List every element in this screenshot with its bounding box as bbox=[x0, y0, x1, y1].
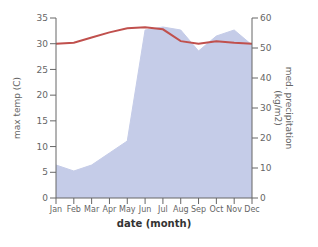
svg-text:0: 0 bbox=[42, 193, 48, 203]
svg-text:25: 25 bbox=[37, 65, 48, 75]
svg-text:Jan: Jan bbox=[49, 205, 62, 214]
svg-text:20: 20 bbox=[37, 90, 49, 100]
svg-text:Oct: Oct bbox=[209, 205, 223, 214]
svg-text:30: 30 bbox=[37, 39, 49, 49]
svg-text:40: 40 bbox=[260, 73, 272, 83]
svg-text:Jun: Jun bbox=[138, 205, 152, 214]
svg-text:max temp (C): max temp (C) bbox=[12, 77, 22, 139]
svg-text:date (month): date (month) bbox=[117, 218, 191, 229]
svg-text:Dec: Dec bbox=[244, 205, 259, 214]
svg-text:Sep: Sep bbox=[191, 205, 206, 214]
svg-text:Apr: Apr bbox=[103, 205, 118, 214]
svg-text:Feb: Feb bbox=[67, 205, 81, 214]
svg-text:15: 15 bbox=[37, 116, 48, 126]
svg-text:10: 10 bbox=[260, 163, 272, 173]
svg-text:0: 0 bbox=[260, 193, 266, 203]
svg-text:35: 35 bbox=[37, 13, 48, 23]
svg-text:May: May bbox=[119, 205, 136, 214]
svg-text:5: 5 bbox=[42, 167, 48, 177]
svg-text:50: 50 bbox=[260, 43, 272, 53]
svg-text:60: 60 bbox=[260, 13, 272, 23]
svg-text:10: 10 bbox=[37, 142, 49, 152]
svg-text:Mar: Mar bbox=[84, 205, 100, 214]
svg-text:Jul: Jul bbox=[157, 205, 168, 214]
svg-text:20: 20 bbox=[260, 133, 272, 143]
svg-text:Aug: Aug bbox=[173, 205, 189, 214]
svg-text:30: 30 bbox=[260, 103, 272, 113]
svg-text:Nov: Nov bbox=[226, 205, 242, 214]
svg-text:med. precipitation(kg/m2): med. precipitation(kg/m2) bbox=[273, 67, 294, 149]
